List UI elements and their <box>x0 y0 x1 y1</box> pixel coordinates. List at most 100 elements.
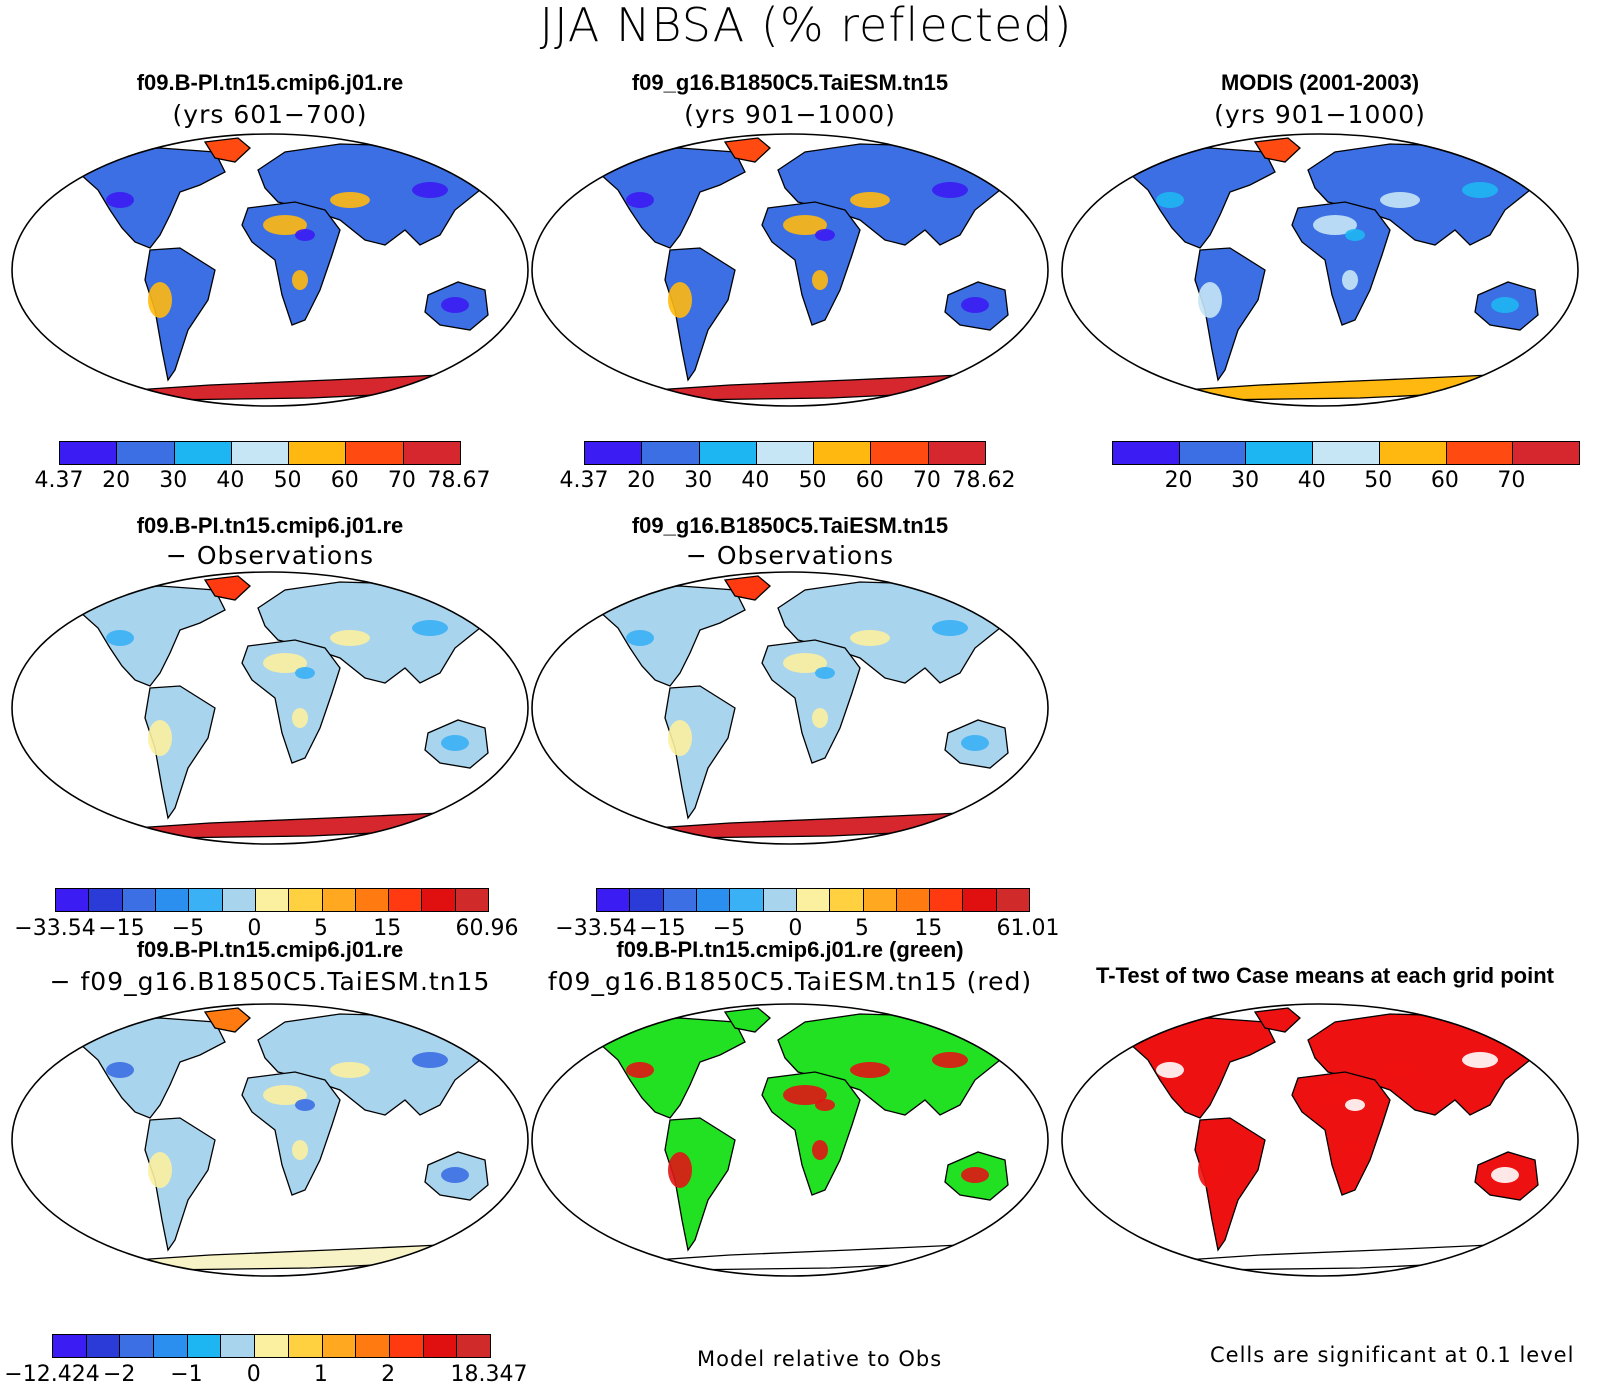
colorbar-swatch <box>117 442 175 464</box>
colorbar-swatch <box>796 889 831 911</box>
panel-ttest: T-Test of two Case means at each grid po… <box>1055 0 1595 1385</box>
data-patch <box>1345 229 1365 241</box>
continent-north-america <box>1118 147 1276 249</box>
panel-subtitle: − Observations <box>685 541 895 570</box>
colorbar-tick-label: −2 <box>103 1362 136 1387</box>
map-case1-minus-case2 <box>11 1003 529 1277</box>
data-patch <box>330 1062 370 1078</box>
data-patch <box>812 1140 828 1160</box>
data-patch <box>815 1099 835 1111</box>
data-patch <box>330 630 370 646</box>
panel-subtitle: (yrs 901−1000) <box>684 100 896 129</box>
colorbar-swatch <box>322 1335 357 1357</box>
panel-case1-minus-obs: f09.B-PI.tn15.cmip6.j01.re − Observation… <box>0 0 540 940</box>
colorbar-obs <box>1112 441 1580 465</box>
data-patch <box>1462 1052 1498 1068</box>
colorbar-tick-label: 50 <box>798 468 827 493</box>
map-outline <box>11 133 529 407</box>
colorbar-swatch <box>1113 442 1180 464</box>
data-patch <box>263 215 307 235</box>
data-patch <box>668 1152 692 1188</box>
colorbar-tick-label: −33.54 <box>555 916 637 941</box>
colorbar-tick-label: 15 <box>373 916 402 941</box>
colorbar-tick-label: 2 <box>381 1362 396 1387</box>
colorbar-tick-label: 40 <box>1297 468 1326 493</box>
colorbar-case1-minus-case2 <box>52 1334 491 1358</box>
colorbar-tick-label: 4.37 <box>34 468 84 493</box>
colorbar-tick-label: 5 <box>854 916 869 941</box>
data-patch <box>850 1062 890 1078</box>
data-patch <box>330 192 370 208</box>
data-patch <box>292 1140 308 1160</box>
colorbar-case2-mean <box>584 441 986 465</box>
colorbar-tick-label: −1 <box>170 1362 203 1387</box>
map-outline <box>11 571 529 845</box>
colorbar-labels-case1-mean: 4.37 20 30 40 50 60 70 78.67 <box>35 468 491 496</box>
continent-greenland <box>723 575 771 601</box>
colorbar-swatch <box>346 442 404 464</box>
data-patch <box>932 182 968 198</box>
colorbar-tick-label: 0 <box>246 1362 261 1387</box>
data-patch <box>1491 297 1519 313</box>
data-patch <box>668 720 692 756</box>
continent-africa <box>241 639 341 764</box>
colorbar-labels-case2-minus-obs: −33.54 −15 −5 0 5 15 61.01 <box>555 916 1059 944</box>
map-outline <box>531 571 1049 845</box>
colorbar-tick-label: 30 <box>684 468 713 493</box>
continent-greenland <box>723 1007 771 1033</box>
continent-antarctica <box>624 1244 961 1271</box>
colorbar-tick-label: −5 <box>712 916 746 941</box>
data-patch <box>1313 215 1357 235</box>
continent-antarctica <box>1154 1244 1491 1271</box>
data-patch <box>412 182 448 198</box>
panel-title: T-Test of two Case means at each grid po… <box>1095 963 1554 988</box>
colorbar-swatch <box>896 889 931 911</box>
data-patch <box>263 1085 307 1105</box>
data-patch <box>295 229 315 241</box>
colorbar-swatch <box>389 1335 424 1357</box>
continent-antarctica <box>1154 374 1491 401</box>
colorbar-swatch <box>1246 442 1314 464</box>
colorbar-swatch <box>288 1335 323 1357</box>
colorbar-swatch <box>930 889 964 911</box>
data-patch <box>850 192 890 208</box>
colorbar-swatch <box>222 889 256 911</box>
map-obs <box>1061 133 1579 407</box>
data-patch <box>961 297 989 313</box>
panel-case1-mean: f09.B-PI.tn15.cmip6.j01.re (yrs 601−700) <box>0 0 540 520</box>
colorbar-tick-label: −15 <box>98 916 145 941</box>
panel-green-red: f09.B-PI.tn15.cmip6.j01.re (green) f09_g… <box>520 0 1060 1385</box>
continent-greenland <box>203 137 251 163</box>
colorbar-tick-label: 78.62 <box>952 468 1016 493</box>
data-patch <box>441 735 469 751</box>
colorbar-swatch <box>60 442 118 464</box>
colorbar-tick-label: 40 <box>216 468 245 493</box>
data-patch <box>812 270 828 290</box>
data-patch <box>412 1052 448 1068</box>
data-patch <box>1462 182 1498 198</box>
data-patch <box>961 735 989 751</box>
data-patch <box>1156 192 1184 208</box>
colorbar-tick-label: 50 <box>1364 468 1393 493</box>
colorbar-swatch <box>830 889 864 911</box>
continent-africa <box>1291 201 1391 326</box>
colorbar-tick-label: 30 <box>159 468 188 493</box>
continent-north-america <box>588 585 746 687</box>
data-patch <box>1198 282 1222 318</box>
colorbar-swatch <box>56 889 90 911</box>
data-patch <box>263 653 307 673</box>
colorbar-tick-label: 60.96 <box>455 916 519 941</box>
panel-title: f09.B-PI.tn15.cmip6.j01.re <box>136 70 404 95</box>
map-outline <box>531 1003 1049 1277</box>
colorbar-tick-label: 60 <box>855 468 884 493</box>
colorbar-swatch <box>120 1335 155 1357</box>
colorbar-swatch <box>86 1335 121 1357</box>
data-patch <box>1491 1167 1519 1183</box>
colorbar-swatch <box>1446 442 1514 464</box>
continent-north-america <box>1118 1017 1276 1119</box>
colorbar-swatch <box>1313 442 1380 464</box>
continent-antarctica <box>104 1244 441 1271</box>
panel-obs: MODIS (2001-2003) (yrs 901−1000) <box>1050 0 1590 520</box>
panel-title: f09.B-PI.tn15.cmip6.j01.re (green) <box>616 937 964 962</box>
colorbar-swatch <box>928 442 985 464</box>
